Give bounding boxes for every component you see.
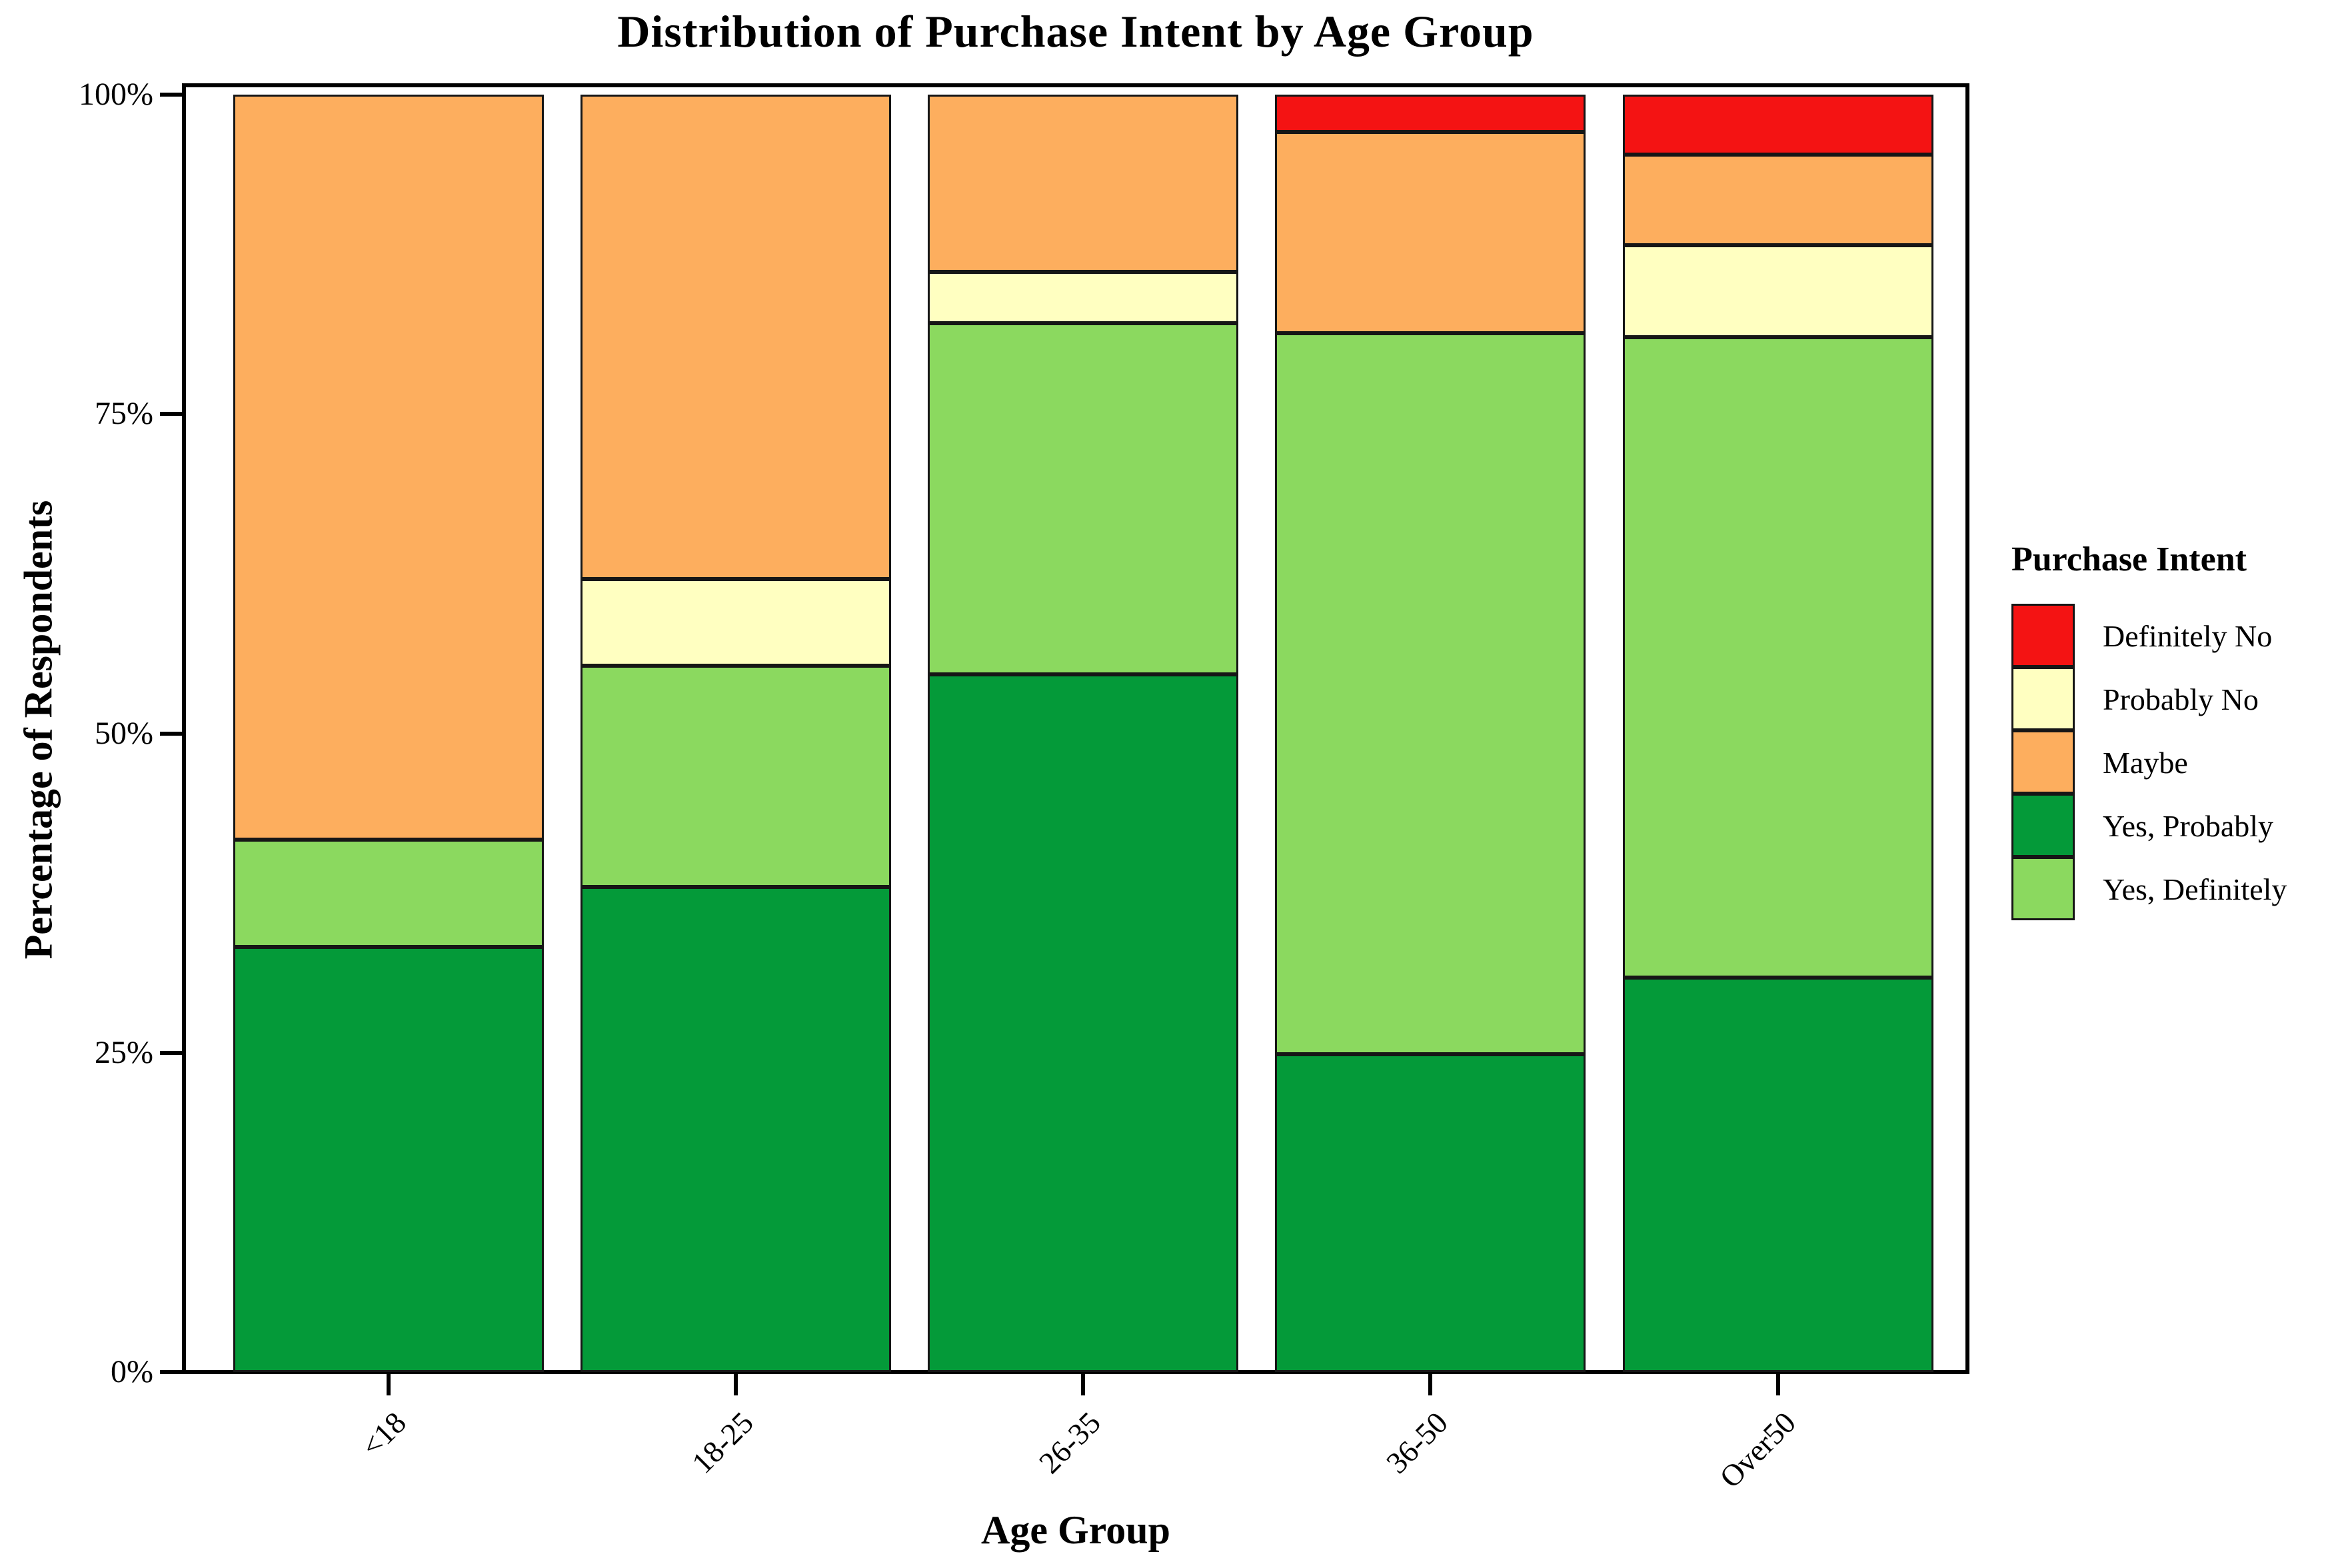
bar-segment xyxy=(581,665,891,887)
legend-entries: Definitely No Probably No Maybe Yes, Probab… xyxy=(2011,603,2287,921)
legend-entry-label: Yes, Definitely xyxy=(2103,872,2287,906)
legend-entry-label: Yes, Probably xyxy=(2103,809,2274,843)
legend-entry: Yes, Probably xyxy=(2011,793,2287,858)
y-axis-tick-label: 100% xyxy=(79,77,153,112)
y-axis-tick-label: 50% xyxy=(95,715,153,751)
bar-segment xyxy=(1623,977,1933,1372)
y-axis-tick xyxy=(160,412,182,416)
legend-entry-label: Definitely No xyxy=(2103,619,2273,653)
bar-segment xyxy=(928,272,1238,324)
x-axis-tick xyxy=(387,1374,391,1395)
chart-title: Distribution of Purchase Intent by Age G… xyxy=(617,6,1534,57)
legend-entry: Yes, Definitely xyxy=(2011,856,2287,921)
bar-segment xyxy=(581,578,891,666)
legend-entry-label: Probably No xyxy=(2103,682,2259,716)
y-axis-tick-label: 0% xyxy=(111,1354,153,1389)
legend-key-swatch xyxy=(2011,603,2075,667)
legend-entry: Definitely No xyxy=(2011,603,2287,668)
legend-entry-label: Maybe xyxy=(2103,746,2188,780)
legend: Purchase Intent Definitely No Probably No… xyxy=(2011,540,2287,921)
legend-key-swatch xyxy=(2011,793,2075,857)
bar-segment xyxy=(233,95,544,840)
legend-key-swatch xyxy=(2011,856,2075,920)
bar-segment xyxy=(233,946,544,1372)
x-axis-tick xyxy=(1081,1374,1085,1395)
bar-segment xyxy=(1623,155,1933,246)
y-axis-tick-label: 25% xyxy=(95,1034,153,1070)
bar-segment xyxy=(1275,333,1586,1054)
bar-segment xyxy=(581,886,891,1372)
bar-segment xyxy=(581,95,891,579)
x-axis-tick xyxy=(1776,1374,1780,1395)
bar-segment xyxy=(1275,95,1586,132)
y-axis-tick xyxy=(160,731,182,736)
bar-segment xyxy=(928,95,1238,273)
x-axis-title: Age Group xyxy=(981,1508,1170,1552)
x-axis-tick xyxy=(1428,1374,1432,1395)
bar-segment xyxy=(928,674,1238,1372)
legend-entry: Maybe xyxy=(2011,730,2287,794)
bar-segment xyxy=(1623,95,1933,155)
bar-segment xyxy=(233,839,544,947)
y-axis-tick xyxy=(160,1370,182,1374)
y-axis-tick xyxy=(160,93,182,97)
legend-entry: Probably No xyxy=(2011,666,2287,731)
legend-key-swatch xyxy=(2011,666,2075,730)
bar-segment xyxy=(1275,131,1586,334)
y-axis-tick xyxy=(160,1050,182,1055)
y-axis-tick-label: 75% xyxy=(95,396,153,432)
bar-segment xyxy=(1275,1054,1586,1372)
x-axis-tick xyxy=(734,1374,738,1395)
legend-title: Purchase Intent xyxy=(2011,540,2247,578)
bar-segment xyxy=(1623,337,1933,978)
bar-segment xyxy=(1623,245,1933,338)
bar-segment xyxy=(928,323,1238,675)
legend-key-swatch xyxy=(2011,730,2075,794)
